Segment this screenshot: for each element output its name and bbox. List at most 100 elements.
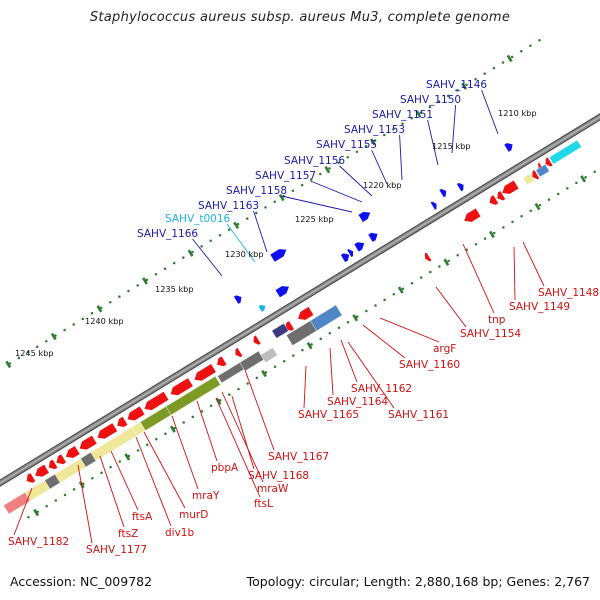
outer-dot (492, 66, 496, 70)
kbp-tick-label: 1240 kbp (85, 316, 124, 326)
inner-dot (429, 270, 432, 274)
outer-dot (446, 94, 450, 98)
reverse-gene-label[interactable]: pbpA (211, 462, 239, 474)
kbp-tick-label: 1220 kbp (363, 180, 402, 190)
reverse-gene-label[interactable]: SAHV_1161 (388, 409, 449, 421)
outer-dot (437, 100, 441, 103)
inner-dot (228, 393, 231, 396)
reverse-gene-label[interactable]: SAHV_1165 (298, 409, 359, 421)
outer-dot (182, 256, 185, 259)
forward-gene-label[interactable]: SAHV_1163 (198, 200, 259, 212)
inner-dot (520, 215, 523, 218)
forward-cds-arrow (503, 142, 514, 153)
inner-dot (54, 499, 58, 502)
forward-gene-label[interactable]: SAHV_1158 (226, 185, 287, 197)
forward-gene-label[interactable]: SAHV_1156 (284, 155, 345, 167)
label-leader-line (399, 134, 403, 181)
inner-tick (261, 369, 267, 378)
reverse-cds-arrow (116, 415, 129, 428)
gene-features[interactable] (3, 139, 582, 515)
inner-tick (488, 230, 495, 239)
forward-gene-label[interactable]: SAHV_1150 (400, 94, 461, 106)
label-leader-line (171, 415, 199, 490)
forward-gene-label[interactable]: SAHV_1153 (344, 124, 405, 136)
reverse-gene-label[interactable]: SAHV_1149 (509, 301, 570, 313)
outer-dot (45, 339, 48, 343)
forward-gene-label[interactable]: SAHV_1155 (316, 139, 377, 151)
inner-tick (397, 286, 404, 294)
reverse-gene-label[interactable]: argF (433, 343, 456, 355)
outer-dot (465, 83, 468, 87)
inner-dot (410, 281, 414, 285)
inner-tick (580, 175, 587, 183)
reverse-gene-label[interactable]: mraY (192, 490, 220, 502)
outer-dot (510, 55, 514, 59)
label-leader-line (462, 243, 495, 314)
reverse-gene-label[interactable]: SAHV_1148 (538, 287, 599, 299)
label-leader-line (513, 246, 516, 301)
inner-dot (100, 471, 103, 474)
inner-tick (306, 342, 313, 350)
label-leader-line (347, 341, 395, 409)
outer-dot (264, 206, 267, 209)
forward-gene-label[interactable]: SAHV_1146 (426, 79, 487, 91)
reverse-cds-arrow (25, 472, 37, 484)
reverse-gene-label[interactable]: ftsZ (118, 528, 138, 540)
outer-dot (273, 200, 276, 204)
reverse-gene-label[interactable]: SAHV_1154 (460, 328, 521, 340)
cog-band-olive (165, 375, 221, 416)
label-leader-line (451, 104, 457, 154)
reverse-cds-arrow (34, 463, 50, 478)
reverse-gene-label[interactable]: murD (179, 509, 208, 521)
outer-tick (50, 332, 57, 341)
reverse-cds-arrow (297, 306, 315, 321)
inner-dot (27, 516, 30, 519)
forward-gene-label[interactable]: SAHV_1157 (255, 170, 316, 182)
reverse-cds-arrow (126, 405, 146, 422)
rna-feature-arrow (257, 304, 267, 313)
label-leader-line (244, 369, 275, 451)
label-leader-lines (13, 89, 545, 544)
inner-dot (447, 259, 450, 263)
inner-dot (237, 387, 240, 391)
outer-dot (72, 323, 75, 326)
inner-dot (145, 443, 149, 447)
reverse-gene-label[interactable]: div1b (165, 527, 194, 539)
reverse-gene-label[interactable]: mraW (257, 483, 289, 495)
reverse-gene-label[interactable]: SAHV_1162 (351, 383, 412, 395)
reverse-gene-label[interactable]: ftsA (132, 511, 153, 523)
label-leader-line (310, 180, 363, 203)
reverse-gene-label[interactable]: SAHV_1168 (248, 470, 309, 482)
inner-dot (301, 348, 304, 352)
reverse-gene-label[interactable]: SAHV_1182 (8, 536, 69, 548)
outer-tick (5, 360, 12, 369)
gene-labels[interactable]: SAHV_1146 SAHV_1150 SAHV_1151 SAHV_1153 SAHV… (8, 79, 599, 556)
reverse-gene-label[interactable]: tnp (488, 314, 506, 326)
inner-dot (556, 192, 560, 196)
reverse-gene-label[interactable]: SAHV_1177 (86, 544, 147, 556)
cog-band-cyan (548, 139, 582, 165)
label-leader-line (99, 455, 125, 528)
outer-dot (35, 345, 39, 348)
reverse-gene-label[interactable]: ftsL (254, 498, 273, 510)
inner-dot (282, 359, 286, 363)
reverse-cds-arrow (55, 453, 67, 465)
forward-gene-label[interactable]: SAHV_1151 (372, 109, 433, 121)
label-leader-line (329, 347, 334, 396)
label-leader-line (13, 487, 33, 536)
cog-band-yellow (522, 173, 535, 186)
reverse-gene-label[interactable]: SAHV_1164 (327, 396, 388, 408)
outer-dot (127, 289, 130, 293)
outer-tick (96, 305, 103, 313)
reverse-gene-label[interactable]: SAHV_1167 (268, 451, 329, 463)
cog-band-light (260, 347, 278, 364)
reverse-cds-arrow (496, 190, 507, 202)
outer-dot (410, 116, 413, 120)
reverse-gene-label[interactable]: SAHV_1160 (399, 359, 460, 371)
inner-dot (72, 488, 76, 491)
forward-gene-label[interactable]: SAHV_t0016 (165, 213, 231, 225)
label-leader-line (379, 317, 440, 343)
kbp-tick-label: 1235 kbp (155, 284, 194, 294)
forward-gene-label[interactable]: SAHV_1166 (137, 228, 198, 240)
